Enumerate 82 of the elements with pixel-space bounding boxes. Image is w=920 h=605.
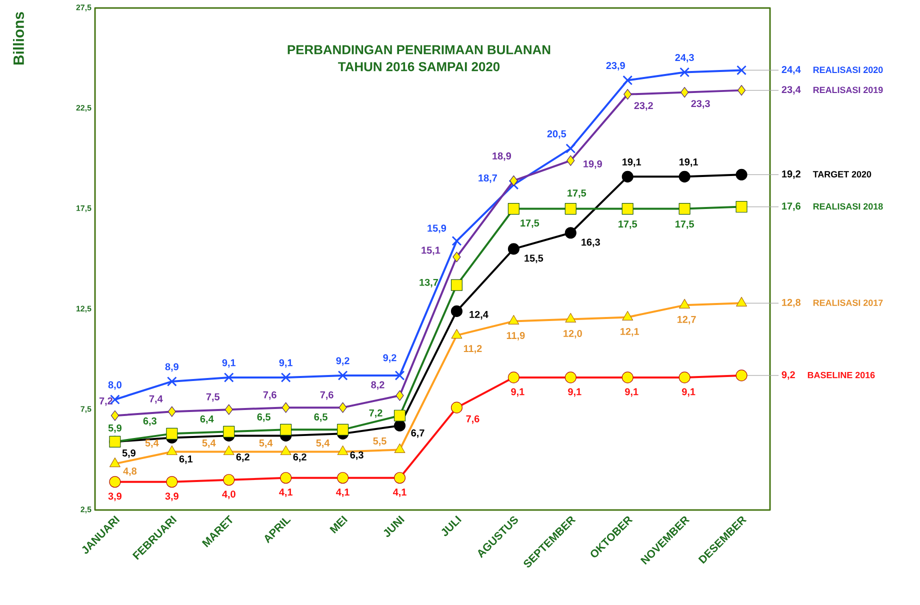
data-label: 4,1 [279,488,292,498]
text: REALISASI 2017 [813,300,883,306]
data-label: 15,1 [422,246,440,256]
y-axis-title: Billions [13,12,24,64]
data-label: 5,9 [108,424,122,433]
data-label: 5,4 [316,440,330,448]
data-label: 3,9 [165,492,178,502]
x-tick-label: MEI [330,515,348,534]
data-label: 6,3 [350,451,364,460]
data-label: 24,4 [782,66,801,74]
data-label: 9,2 [383,354,396,363]
text: REALISASI 2020 [813,66,883,74]
data-label: 6,7 [411,429,424,438]
data-label: 5,5 [373,438,386,446]
data-label: 6,5 [314,413,328,422]
data-label: 5,4 [145,440,159,448]
data-label: 6,4 [200,415,214,424]
data-label: 18,7 [478,174,497,183]
data-label: 16,3 [582,238,600,248]
data-label: 5,4 [259,440,273,448]
data-label: 13,7 [420,278,438,288]
data-label: 7,2 [369,409,382,418]
data-label: 17,5 [520,220,540,228]
data-label: 17,5 [618,220,638,229]
data-label: 19,1 [622,158,642,167]
text: PERBANDINGAN PENERIMAAN BULANAN [288,45,550,54]
text: TAHUN 2016 SAMPAI 2020 [338,62,500,72]
data-label: 9,1 [625,388,638,397]
data-label: 19,2 [782,170,800,179]
data-label: 6,2 [236,453,250,462]
data-label: 6,3 [143,417,156,426]
data-label: 15,9 [428,224,446,234]
data-label: 18,9 [492,152,512,161]
data-label: 9,2 [336,357,350,366]
data-label: 12,1 [620,328,640,336]
data-label: 15,5 [524,254,544,264]
data-label: 17,5 [675,220,694,229]
data-label: 23,4 [782,86,801,95]
data-label: 24,3 [675,54,694,62]
data-label: 12,4 [470,310,488,320]
data-label: 17,6 [782,202,800,212]
data-label: 8,0 [108,381,122,390]
data-label: 7,6 [466,415,480,424]
data-label: 4,0 [222,490,236,500]
data-label: 8,2 [371,381,384,390]
text: REALISASI 2018 [813,203,883,210]
data-label: 17,5 [568,190,586,198]
data-label: 23,9 [606,62,625,71]
data-label: 12,8 [782,298,801,308]
data-label: 5,9 [122,449,136,458]
data-label: 6,5 [257,413,270,422]
data-label: 6,2 [293,453,306,462]
data-label: 9,1 [682,388,696,397]
data-label: 6,1 [179,455,193,464]
data-label: 12,0 [564,330,582,338]
data-label: 11,9 [506,332,525,340]
data-label: 7,6 [263,391,276,400]
data-label: 9,1 [222,359,236,368]
data-label: 4,1 [336,488,350,498]
data-label: 19,1 [679,158,698,167]
data-label: 5,4 [202,440,216,448]
data-label: 9,1 [279,359,292,368]
data-label: 11,2 [464,345,482,354]
data-label: 9,2 [782,371,795,380]
data-label: 4,8 [123,468,137,476]
data-label: 9,1 [568,388,582,397]
text: REALISASI 2019 [813,86,883,94]
data-label: 8,9 [165,363,178,372]
data-label: 4,1 [392,488,406,498]
data-label: 7,4 [149,395,163,404]
text: BASELINE 2016 [808,372,875,378]
data-label: 12,7 [677,316,696,324]
data-label: 9,1 [511,388,524,397]
data-label: 7,5 [206,393,220,402]
data-label: 23,3 [691,100,710,109]
data-label: 7,2 [99,397,112,406]
data-label: 23,2 [634,102,653,111]
text: TARGET 2020 [812,171,872,178]
data-label: 20,5 [547,130,566,139]
data-label: 7,6 [320,391,334,400]
data-label: 19,9 [584,160,602,169]
data-label: 3,9 [108,492,122,502]
